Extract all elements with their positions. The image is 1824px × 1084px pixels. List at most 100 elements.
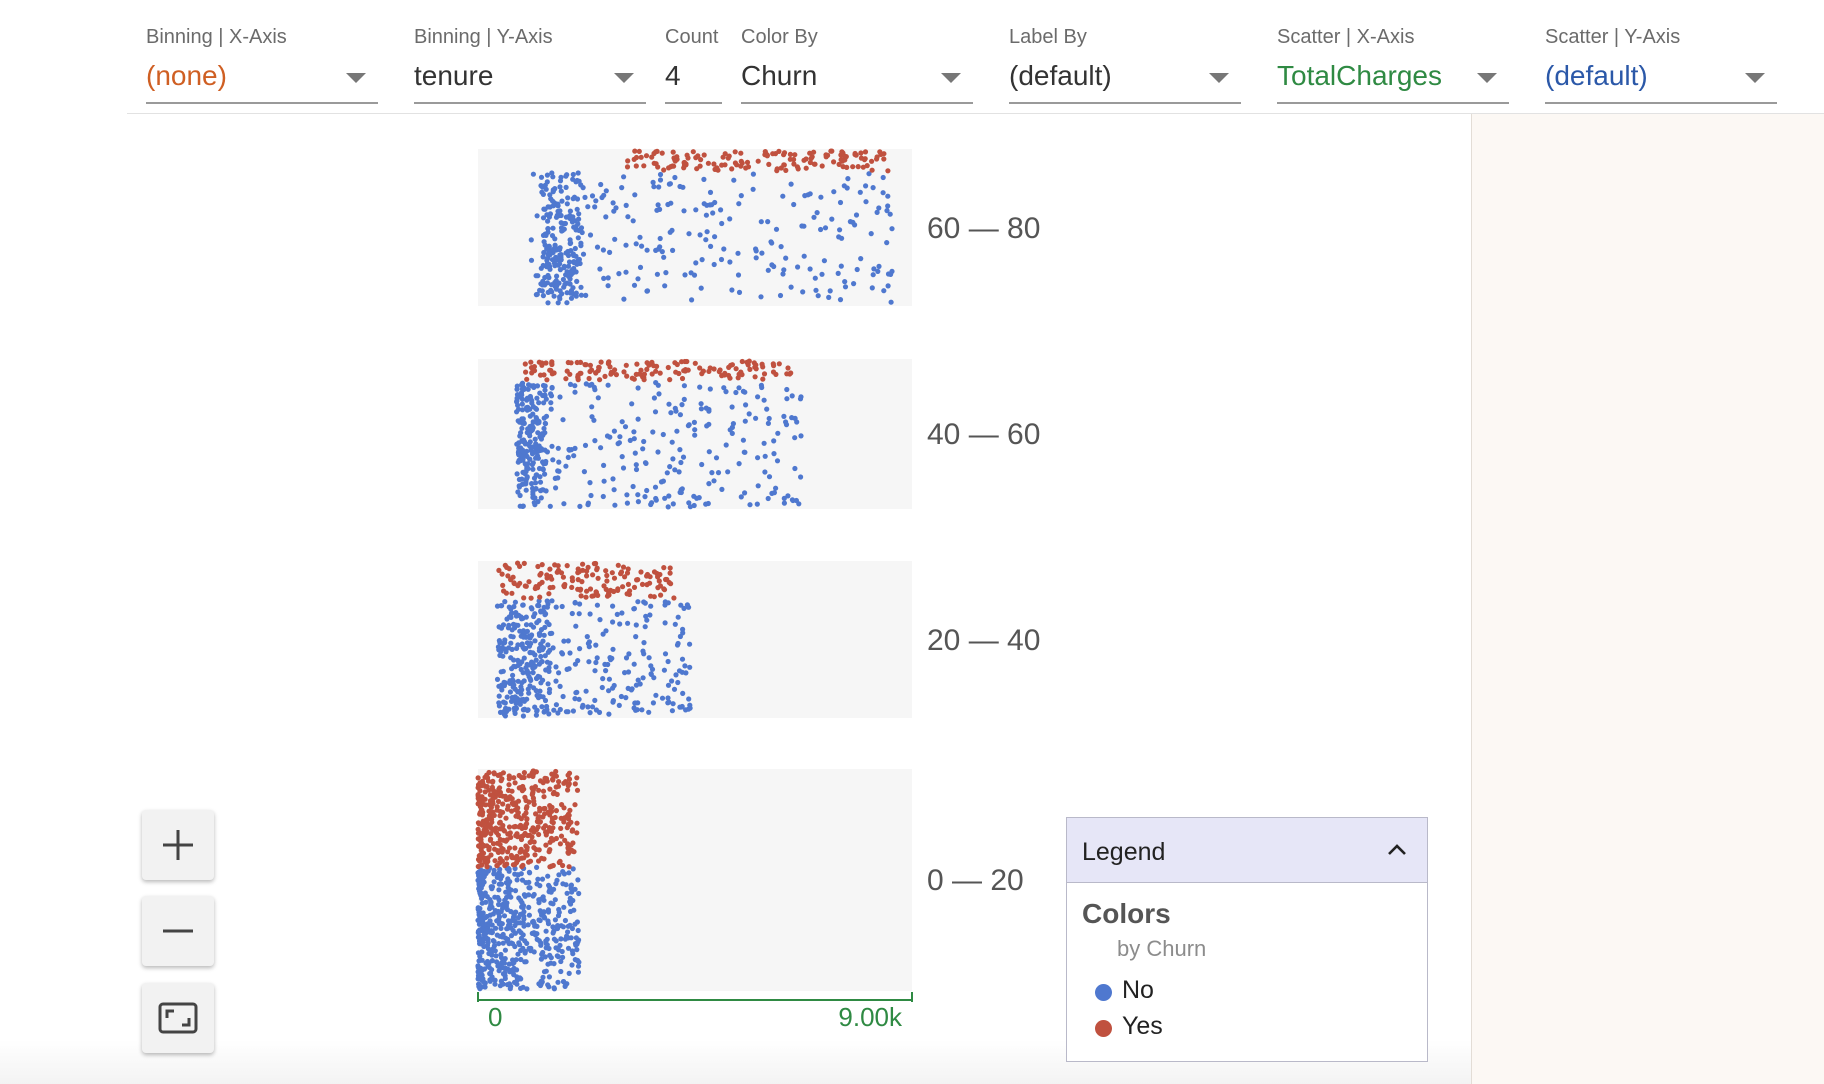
data-point-yes[interactable] [838,157,844,163]
data-point-no[interactable] [572,696,578,702]
data-point-no[interactable] [498,669,504,675]
data-point-no[interactable] [798,433,804,439]
data-point-no[interactable] [780,193,786,199]
data-point-no[interactable] [550,246,556,253]
data-point-no[interactable] [511,960,517,966]
data-point-no[interactable] [508,640,514,646]
data-point-yes[interactable] [524,816,530,823]
data-point-no[interactable] [533,712,540,718]
data-point-no[interactable] [550,930,556,936]
data-point-no[interactable] [583,381,589,387]
data-point-yes[interactable] [528,595,534,601]
data-point-yes[interactable] [745,164,752,170]
data-point-no[interactable] [792,435,798,441]
data-point-no[interactable] [542,471,548,477]
data-point-no[interactable] [578,292,585,298]
data-point-yes[interactable] [676,370,682,377]
data-point-yes[interactable] [554,569,560,575]
data-point-no[interactable] [546,945,552,952]
data-point-yes[interactable] [490,841,497,847]
data-point-no[interactable] [568,935,574,941]
data-point-no[interactable] [506,622,512,628]
data-point-no[interactable] [524,640,531,646]
data-point-yes[interactable] [611,575,618,581]
data-point-yes[interactable] [487,837,493,843]
data-point-yes[interactable] [491,771,497,777]
data-point-no[interactable] [625,685,631,692]
data-point-no[interactable] [476,912,482,918]
data-point-yes[interactable] [869,158,875,164]
scatter-canvas[interactable]: 60 — 80 40 — 60 20 — 40 0 — 20 0 9.00k [0,114,1471,1084]
data-point-yes[interactable] [513,833,519,839]
data-point-no[interactable] [625,214,631,220]
data-point-no[interactable] [531,500,537,506]
data-point-no[interactable] [505,966,511,972]
data-point-no[interactable] [704,229,710,235]
data-point-no[interactable] [667,464,673,470]
data-point-no[interactable] [476,869,482,875]
data-point-no[interactable] [520,602,526,608]
data-point-yes[interactable] [530,768,536,774]
data-point-yes[interactable] [633,163,639,169]
data-point-yes[interactable] [647,574,653,580]
data-point-yes[interactable] [542,823,549,829]
data-point-no[interactable] [542,447,548,453]
data-point-no[interactable] [547,952,553,959]
data-point-no[interactable] [718,207,724,213]
data-point-no[interactable] [698,401,704,407]
data-point-no[interactable] [686,500,692,506]
data-point-no[interactable] [698,285,704,291]
data-point-no[interactable] [514,471,520,477]
data-point-no[interactable] [674,642,681,648]
data-point-yes[interactable] [587,586,594,592]
data-point-yes[interactable] [589,593,595,599]
data-point-yes[interactable] [497,856,503,862]
data-point-no[interactable] [743,402,749,408]
data-point-no[interactable] [650,429,656,435]
data-point-yes[interactable] [578,593,584,599]
data-point-no[interactable] [551,961,557,967]
data-point-yes[interactable] [540,814,546,820]
data-point-yes[interactable] [580,561,586,567]
data-point-no[interactable] [585,204,591,210]
data-point-no[interactable] [821,258,828,264]
data-point-no[interactable] [641,640,647,646]
data-point-no[interactable] [550,225,556,231]
data-point-no[interactable] [561,979,567,985]
data-point-yes[interactable] [578,370,584,376]
data-point-no[interactable] [617,434,623,440]
data-point-no[interactable] [538,940,544,946]
data-point-no[interactable] [606,711,612,717]
data-point-no[interactable] [888,299,894,305]
data-point-no[interactable] [682,663,688,669]
data-point-yes[interactable] [536,787,542,793]
data-point-no[interactable] [545,226,551,232]
data-point-no[interactable] [721,246,727,252]
data-point-no[interactable] [610,646,616,652]
data-point-no[interactable] [565,638,571,644]
data-point-yes[interactable] [684,358,690,365]
data-point-no[interactable] [663,270,669,276]
data-point-no[interactable] [831,189,837,195]
data-point-yes[interactable] [535,563,541,570]
data-point-no[interactable] [481,966,488,972]
data-point-no[interactable] [665,695,671,701]
data-point-no[interactable] [662,651,669,657]
data-point-yes[interactable] [823,154,829,160]
data-point-yes[interactable] [549,361,555,368]
data-point-yes[interactable] [547,803,553,809]
data-point-no[interactable] [656,391,662,397]
data-point-no[interactable] [670,247,676,253]
data-point-no[interactable] [541,400,547,406]
data-point-no[interactable] [580,702,586,709]
data-point-no[interactable] [771,451,777,457]
data-point-yes[interactable] [864,163,870,169]
data-point-no[interactable] [488,884,494,890]
data-point-no[interactable] [552,897,558,903]
data-point-yes[interactable] [603,568,609,574]
data-point-no[interactable] [709,470,715,476]
data-point-yes[interactable] [547,786,553,792]
data-point-yes[interactable] [586,375,592,382]
data-point-no[interactable] [704,423,710,429]
data-point-no[interactable] [540,466,546,472]
